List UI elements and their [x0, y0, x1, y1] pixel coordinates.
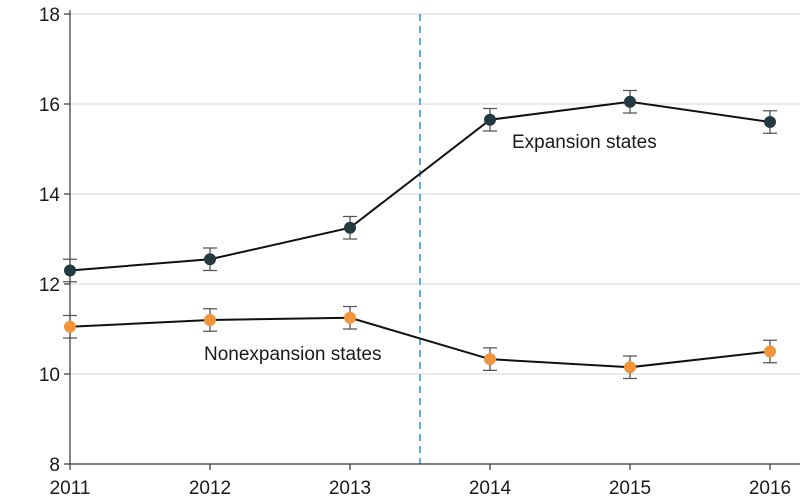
point-expansion-2013: [344, 221, 356, 234]
axis-layer: 8 10 12 14 16 18 2011 2012 2013 2014 2015 2016: [39, 5, 800, 499]
point-nonexpansion-2014: [484, 353, 496, 366]
series-line-nonexpansion: [69, 316, 771, 369]
y-tick-label-10: 10: [39, 365, 60, 386]
point-nonexpansion-2013: [344, 311, 356, 324]
point-nonexpansion-2012: [204, 314, 216, 326]
point-expansion-2014: [484, 113, 496, 126]
series-layer: [63, 89, 777, 380]
grid-layer: [70, 13, 800, 375]
y-tick-label-18: 18: [39, 5, 60, 26]
x-tick-label-2012: 2012: [189, 478, 231, 499]
series-line-expansion: [69, 100, 771, 272]
y-tick-label-12: 12: [39, 275, 60, 296]
point-expansion-2015: [624, 95, 636, 108]
y-tick-label-8: 8: [49, 455, 60, 476]
point-expansion-2016: [764, 116, 776, 128]
point-nonexpansion-2011: [64, 320, 76, 333]
x-tick-label-2016: 2016: [749, 478, 791, 499]
x-tick-label-2014: 2014: [469, 478, 512, 499]
series-label-expansion: Expansion states: [512, 132, 657, 153]
series-label-nonexpansion: Nonexpansion states: [204, 344, 381, 365]
point-expansion-2012: [204, 253, 216, 266]
point-expansion-2011: [64, 264, 76, 277]
point-nonexpansion-2016: [764, 345, 776, 358]
x-tick-label-2013: 2013: [329, 478, 371, 499]
point-nonexpansion-2015: [624, 361, 636, 374]
y-tick-label-14: 14: [39, 185, 61, 206]
x-tick-label-2011: 2011: [50, 478, 91, 499]
y-tick-label-16: 16: [39, 95, 60, 116]
x-tick-label-2015: 2015: [609, 478, 651, 499]
label-layer: Expansion states Nonexpansion states: [204, 132, 657, 365]
